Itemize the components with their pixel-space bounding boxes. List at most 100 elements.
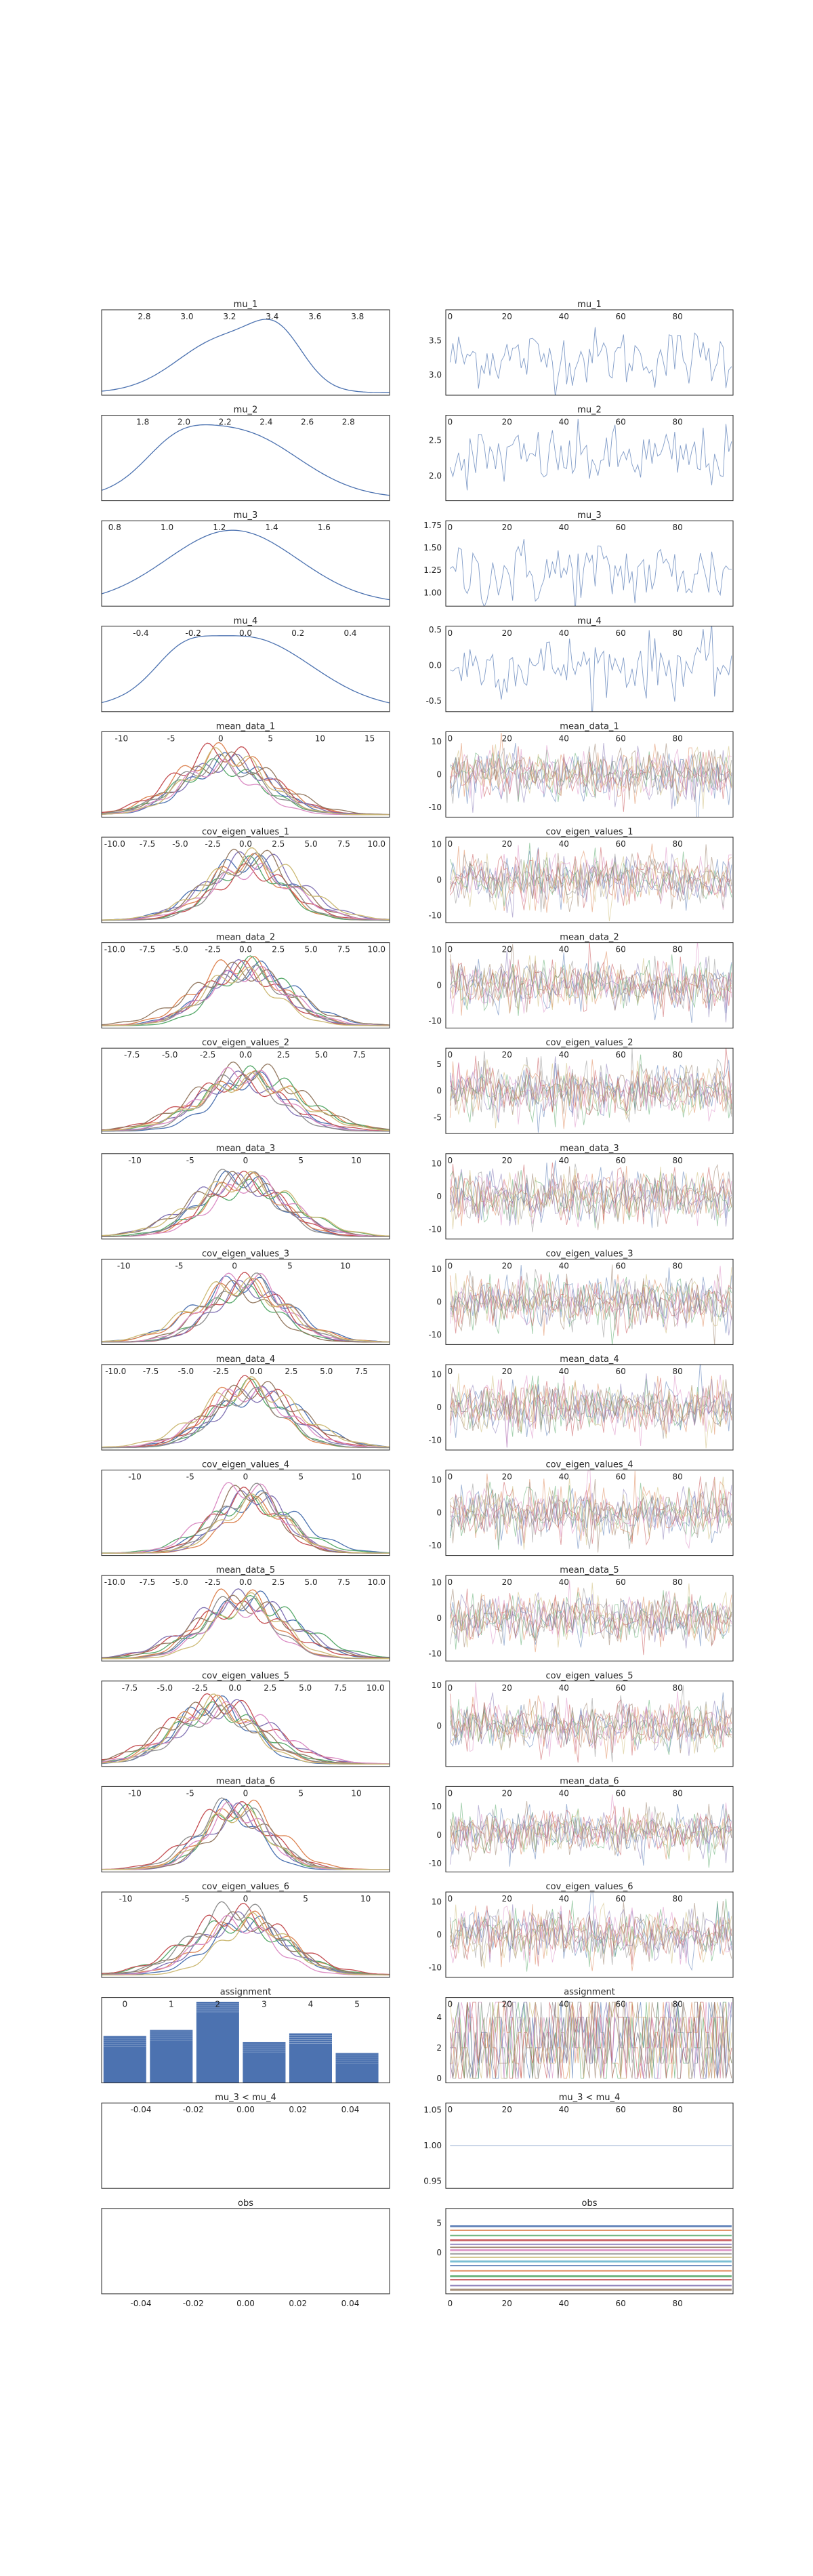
- trace-line-chain-8: [449, 1476, 732, 1550]
- histogram-bar-0: [103, 2036, 146, 2083]
- x-tick-label: 0.0: [239, 945, 252, 954]
- subplot-title: mu_1: [577, 300, 602, 310]
- x-tick-label: 0.8: [108, 523, 121, 532]
- trace-line-chain-3: [449, 942, 732, 1018]
- subplot-density-26: cov_eigen_values_5 -7.5 -5.0 -2.5 0.0 2.5 5.0 7…: [101, 1671, 390, 1767]
- plot-area: [449, 1365, 732, 1449]
- x-tick-label: 5: [268, 733, 273, 743]
- x-tick-label: 60: [616, 1894, 626, 1904]
- axes-frame: [445, 731, 734, 818]
- x-tick-label: 20: [502, 1367, 512, 1376]
- x-tick-label: 0.02: [289, 2299, 307, 2308]
- axes-frame: [445, 415, 734, 502]
- x-tick-label: 5: [287, 1261, 293, 1270]
- axes-frame: [101, 1364, 390, 1451]
- x-tick-label: 0: [243, 1472, 249, 1482]
- subplot-title: mu_2: [234, 405, 258, 416]
- density-line-chain-7: [102, 1386, 390, 1449]
- x-tick-label: 20: [502, 1577, 512, 1587]
- y-tick-label: 0: [436, 1403, 442, 1412]
- axes-frame: [101, 626, 390, 712]
- subplot-density-6: mu_4 -0.4 -0.2 0.0 0.2 0.4: [101, 616, 390, 712]
- x-tick-label: 0: [447, 1683, 453, 1693]
- subplot-title: mean_data_5: [560, 1565, 619, 1575]
- x-tick-label: 10.0: [367, 945, 385, 954]
- density-line-chain-7: [102, 1704, 390, 1765]
- trace-line-chain-0: [450, 2001, 732, 2079]
- y-tick-label: 5: [436, 1060, 442, 1069]
- x-tick-label: 40: [559, 1577, 569, 1587]
- x-tick-label: -7.5: [140, 839, 155, 849]
- trace-line-chain-0: [449, 327, 732, 395]
- x-tick-label: 5.0: [315, 1050, 328, 1060]
- x-tick-label: -2.5: [200, 1050, 215, 1060]
- x-tick-label: 5.0: [305, 1577, 318, 1587]
- x-tick-label: 10: [360, 1894, 371, 1904]
- x-tick-label: 40: [559, 1788, 569, 1798]
- y-tick-label: 0: [436, 1086, 442, 1095]
- density-line-chain-2: [102, 1916, 390, 1975]
- x-tick-label: 0: [243, 1156, 249, 1165]
- y-tick-label: -10: [428, 1859, 442, 1868]
- subplot-trace-1: mu_1 0 20 40 60 80 3.5 3.0: [429, 300, 734, 396]
- axes-frame: [101, 2102, 390, 2189]
- x-tick-label: 0.0: [250, 1367, 263, 1376]
- x-tick-label: 0.00: [236, 2105, 255, 2114]
- subplot-density-20: mean_data_4 -10.0 -7.5 -5.0 -2.5 0.0 2.5 5.0 7.5: [101, 1354, 390, 1451]
- x-tick-label: -0.04: [130, 2105, 151, 2114]
- density-line-chain-4: [102, 1699, 390, 1765]
- x-tick-label: 20: [502, 1050, 512, 1060]
- y-tick-label: -10: [428, 1435, 442, 1445]
- plot-area: [449, 1160, 732, 1232]
- subplot-density-12: mean_data_2 -10.0 -7.5 -5.0 -2.5 0.0 2.5 5.0 7.5…: [101, 933, 390, 1029]
- density-line-chain-4: [102, 753, 390, 816]
- density-line-chain-8: [102, 1072, 390, 1131]
- x-tick-label: 40: [559, 1261, 569, 1270]
- x-tick-label: 80: [672, 1577, 682, 1587]
- x-tick-label: 0: [447, 312, 453, 321]
- x-tick-label: 10: [315, 733, 325, 743]
- density-line-chain-0: [102, 1695, 390, 1765]
- plot-area: [449, 1264, 732, 1345]
- x-tick-label: 10: [351, 1156, 361, 1165]
- density-line-chain-7: [102, 1071, 390, 1132]
- y-tick-label: 10: [432, 1159, 442, 1168]
- y-tick-label: 0: [436, 1613, 442, 1623]
- subplot-title: mu_3: [234, 510, 258, 521]
- density-line-chain-6: [102, 1914, 390, 1976]
- y-tick-label: 1.00: [423, 2141, 442, 2150]
- density-line-chain-0: [102, 752, 390, 816]
- y-tick-label: -10: [428, 1016, 442, 1026]
- x-tick-label: 3: [262, 2000, 267, 2009]
- x-tick-label: -7.5: [122, 1683, 138, 1693]
- trace-line-chain-0: [449, 418, 732, 491]
- y-tick-label: 1.25: [423, 565, 442, 575]
- subplot-trace-7: mu_4 0 20 40 60 80 0.5 0.0 -0.5: [426, 616, 734, 712]
- y-tick-label: 1.50: [423, 543, 442, 552]
- y-tick-label: -0.5: [426, 696, 442, 706]
- x-tick-label: 0: [447, 1261, 453, 1270]
- axes-frame: [445, 1364, 734, 1451]
- axes-frame: [101, 837, 390, 923]
- density-line-chain-6: [102, 759, 390, 816]
- x-tick-label: 0.0: [239, 839, 252, 849]
- y-tick-label: 0: [436, 2248, 442, 2257]
- axes-frame: [445, 520, 734, 607]
- axes-frame: [101, 1047, 390, 1134]
- axes-frame: [445, 1470, 734, 1556]
- density-line-chain-5: [102, 1485, 390, 1554]
- density-line-chain-6: [102, 862, 390, 921]
- trace-line-chain-8: [449, 1807, 732, 1861]
- x-tick-label: 2.4: [259, 418, 272, 427]
- plot-area: [102, 1588, 390, 1659]
- y-tick-label: 10: [432, 1681, 442, 1690]
- y-tick-label: 0.0: [429, 661, 442, 670]
- x-tick-label: 5.0: [320, 1367, 333, 1376]
- x-tick-label: 2.5: [264, 1683, 276, 1693]
- x-tick-label: 20: [502, 2105, 512, 2114]
- y-tick-label: 10: [432, 1370, 442, 1380]
- axes-frame: [445, 942, 734, 1029]
